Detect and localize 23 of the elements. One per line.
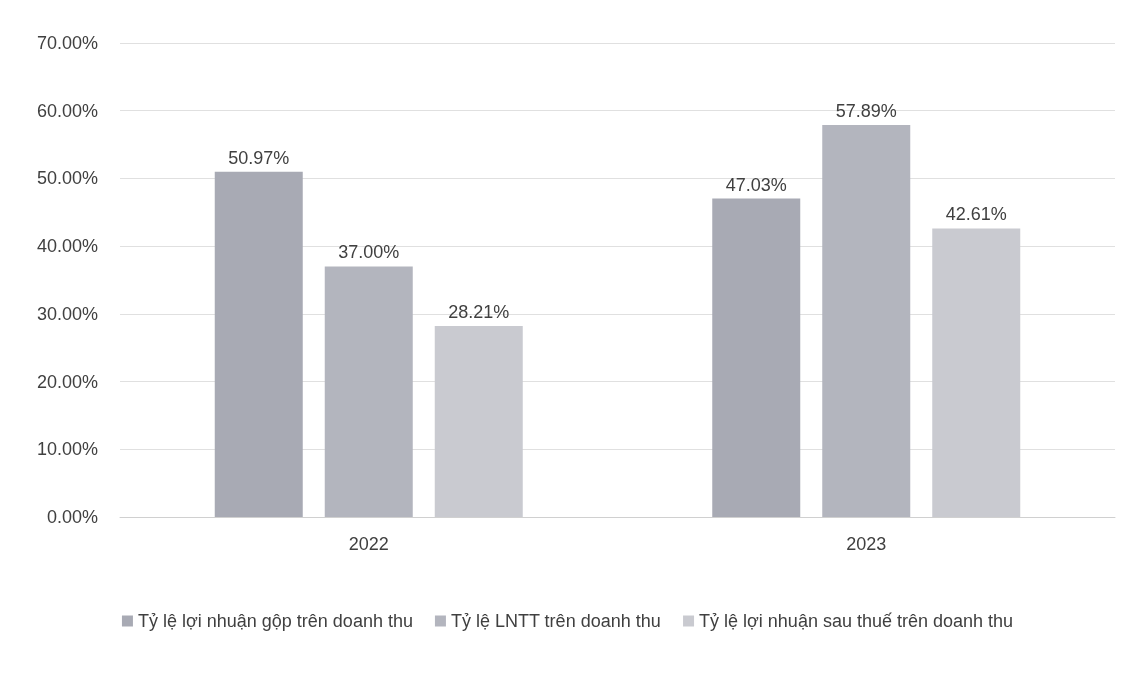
data-label: 28.21% [448, 301, 510, 322]
y-tick-label: 70.00% [36, 33, 98, 53]
y-tick-label: 40.00% [36, 236, 98, 257]
bar [712, 198, 801, 517]
data-label: 57.89% [835, 101, 897, 121]
legend-label: Tỷ lệ lợi nhuận gộp trên doanh thu [137, 611, 413, 631]
legend-label: Tỷ lệ lợi nhuận sau thuế trên doanh thu [699, 611, 1014, 631]
y-tick-label: 60.00% [36, 100, 98, 121]
data-label: 50.97% [228, 147, 290, 168]
y-tick-label: 0.00% [46, 507, 98, 527]
data-label: 42.61% [945, 204, 1007, 225]
data-label: 47.03% [725, 174, 787, 195]
y-tick-label: 50.00% [36, 168, 98, 189]
x-tick-label: 2023 [846, 534, 887, 554]
legend-label: Tỷ lệ LNTT trên doanh thu [450, 611, 661, 631]
bar [822, 125, 911, 517]
data-label: 37.00% [338, 242, 400, 263]
y-tick-label: 30.00% [36, 303, 98, 324]
bar [214, 171, 303, 517]
y-tick-label: 20.00% [36, 371, 98, 392]
y-tick-label: 10.00% [36, 439, 98, 460]
x-tick-label: 2022 [348, 534, 389, 554]
bar [324, 266, 413, 517]
